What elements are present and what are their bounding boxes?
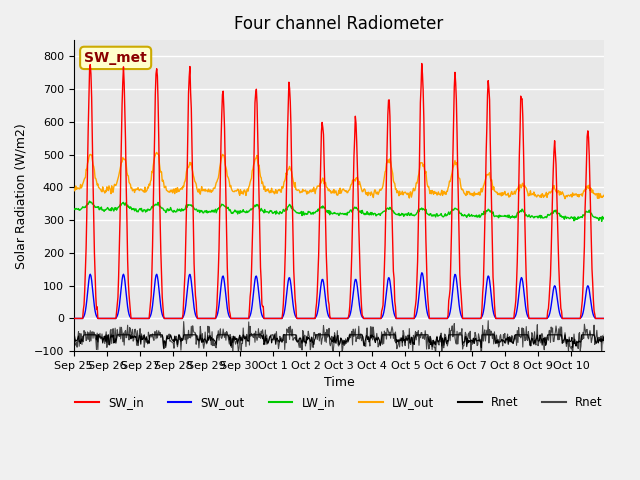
SW_in (424, 298, 432, 303)
Line: LW_out: LW_out (74, 153, 604, 199)
LW_in (424, 212, 432, 217)
LW_out (424, 184, 432, 190)
Rnet (600, 341, 608, 347)
Line: LW_in: LW_in (74, 201, 604, 221)
SW_out (132, 315, 140, 321)
Rnet (132, 338, 140, 344)
Rnet (276, 334, 284, 339)
SW_out (394, 315, 401, 321)
Rnet (70, 334, 77, 339)
Line: SW_in: SW_in (74, 63, 604, 318)
Rnet (132, 331, 140, 336)
LW_in (394, 212, 402, 218)
LW_out (561, 196, 569, 202)
Rnet (277, 338, 285, 344)
Rnet (600, 331, 608, 337)
X-axis label: Time: Time (324, 376, 355, 389)
Rnet (160, 345, 168, 351)
Rnet (424, 334, 431, 339)
SW_in (276, 315, 284, 321)
Rnet (230, 336, 237, 342)
LW_in (257, 208, 264, 214)
Rnet (395, 337, 403, 343)
LW_in (132, 209, 140, 215)
LW_in (598, 218, 605, 224)
SW_out (424, 312, 432, 318)
LW_out (153, 150, 161, 156)
SW_in (418, 60, 426, 66)
LW_in (86, 198, 93, 204)
SW_in (256, 231, 264, 237)
SW_out (600, 315, 608, 321)
SW_in (70, 315, 77, 321)
LW_out (132, 187, 140, 193)
Rnet (256, 330, 264, 336)
LW_out (70, 185, 77, 191)
Text: SW_met: SW_met (84, 51, 147, 65)
SW_in (230, 315, 237, 321)
LW_in (600, 216, 608, 222)
SW_in (600, 315, 608, 321)
SW_out (230, 315, 237, 321)
Rnet (231, 334, 239, 339)
LW_in (276, 209, 284, 215)
Legend: SW_in, SW_out, LW_in, LW_out, Rnet, Rnet: SW_in, SW_out, LW_in, LW_out, Rnet, Rnet (70, 391, 607, 414)
LW_out (257, 174, 264, 180)
Rnet (257, 332, 265, 338)
Y-axis label: Solar Radiation (W/m2): Solar Radiation (W/m2) (15, 123, 28, 268)
Line: SW_out: SW_out (74, 273, 604, 318)
LW_in (230, 209, 238, 215)
Line: Rnet: Rnet (74, 335, 604, 348)
LW_out (600, 192, 608, 197)
Rnet (394, 344, 401, 350)
SW_in (132, 315, 140, 321)
SW_out (256, 300, 264, 306)
SW_in (394, 315, 401, 321)
SW_out (70, 315, 77, 321)
LW_out (394, 189, 402, 195)
LW_out (276, 189, 284, 195)
Rnet (477, 355, 485, 360)
Line: Rnet: Rnet (74, 321, 604, 358)
Rnet (484, 318, 492, 324)
SW_out (418, 270, 426, 276)
Title: Four channel Radiometer: Four channel Radiometer (234, 15, 444, 33)
LW_out (230, 189, 238, 194)
Rnet (70, 332, 78, 338)
SW_out (276, 315, 284, 321)
Rnet (425, 338, 433, 344)
LW_in (70, 205, 77, 211)
Rnet (70, 338, 77, 344)
